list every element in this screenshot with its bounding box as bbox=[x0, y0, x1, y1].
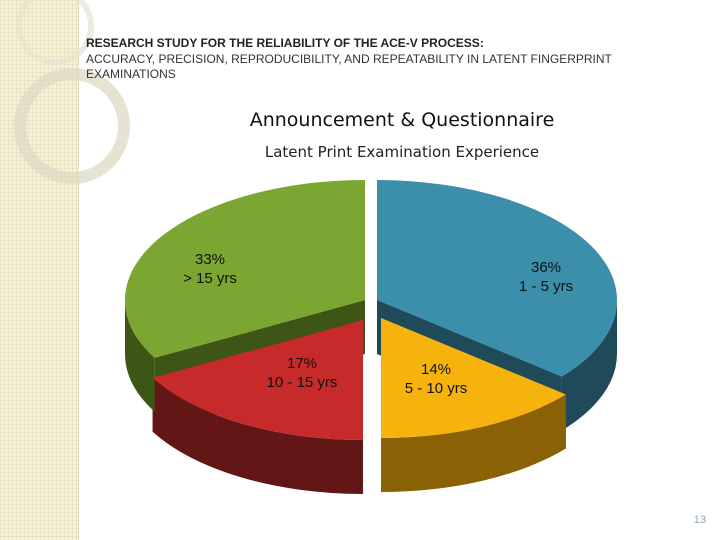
side-strip-edge bbox=[78, 0, 79, 540]
pie-slice-2 bbox=[152, 320, 363, 440]
pie-slice-label-3: 33% > 15 yrs bbox=[183, 250, 237, 288]
pie-slice-category-0: 1 - 5 yrs bbox=[518, 278, 574, 295]
pie-slice-value-3: 33% bbox=[194, 251, 226, 268]
pie-slice-3 bbox=[125, 180, 365, 358]
pie-slice-value-0: 36% bbox=[530, 259, 562, 276]
chart-title: Latent Print Examination Experience bbox=[264, 143, 540, 161]
pie-slice-side-0 bbox=[561, 300, 617, 431]
pie-slice-category-1: 5 - 10 yrs bbox=[404, 380, 468, 397]
section-heading: Announcement & Questionnaire bbox=[249, 109, 555, 131]
pie-slice-label-1: 14% 5 - 10 yrs bbox=[405, 360, 468, 398]
page-number: 13 bbox=[693, 514, 706, 526]
decorative-circle-large bbox=[14, 68, 130, 184]
pie-slice-label-2: 17% 10 - 15 yrs bbox=[267, 354, 338, 392]
decorative-circle-small bbox=[16, 0, 94, 65]
pie-slice-category-3: > 15 yrs bbox=[183, 270, 237, 287]
pie-slice-side-3 bbox=[125, 300, 155, 412]
pie-slice-1 bbox=[381, 318, 566, 438]
pie-slice-category-2: 10 - 15 yrs bbox=[266, 374, 338, 391]
pie-slice-value-1: 14% bbox=[420, 361, 452, 378]
pie-slice-0 bbox=[377, 180, 617, 377]
slide-title: RESEARCH STUDY FOR THE RELIABILITY OF TH… bbox=[86, 36, 484, 50]
slide-subtitle: ACCURACY, PRECISION, REPRODUCIBILITY, AN… bbox=[86, 52, 612, 81]
pie-slice-label-0: 36% 1 - 5 yrs bbox=[519, 258, 573, 296]
pie-slice-value-2: 17% bbox=[286, 355, 318, 372]
decorative-circles bbox=[14, 0, 130, 184]
pie-slice-side-2 bbox=[152, 377, 363, 494]
pie-slice-side-1 bbox=[381, 394, 566, 492]
